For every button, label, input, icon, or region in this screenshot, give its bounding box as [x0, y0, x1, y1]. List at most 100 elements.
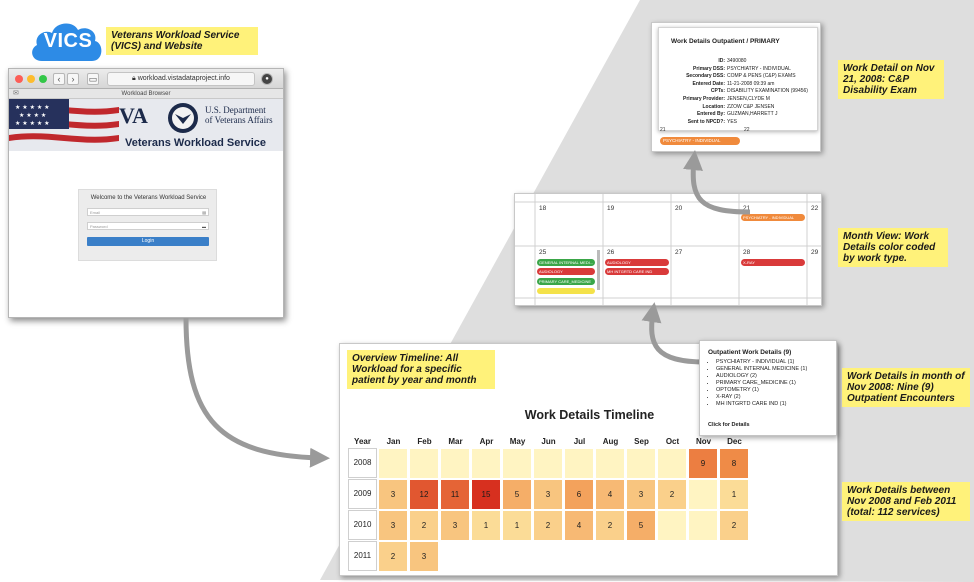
- email-field[interactable]: Email ▤: [87, 208, 209, 216]
- heatmap-cell[interactable]: 1: [502, 510, 532, 541]
- day-number: 25: [539, 249, 547, 256]
- heatmap-cell[interactable]: 8: [719, 448, 749, 479]
- back-icon[interactable]: ‹: [53, 73, 65, 85]
- extension-icon[interactable]: ●: [261, 73, 273, 85]
- month-header: Feb: [417, 437, 432, 446]
- flag-banner-image: ★ ★ ★ ★ ★ ★ ★ ★ ★ ★ ★ ★ ★ ★: [9, 99, 283, 151]
- heatmap-cell[interactable]: 3: [440, 510, 470, 541]
- heatmap-cell[interactable]: [533, 448, 563, 479]
- popup-field-label: Secondary DSS:: [686, 73, 725, 80]
- heatmap-cell[interactable]: 4: [564, 510, 594, 541]
- heatmap-cell[interactable]: [657, 510, 687, 541]
- heatmap-cell[interactable]: [409, 448, 439, 479]
- heatmap-cell[interactable]: 1: [719, 479, 749, 510]
- forward-icon[interactable]: ›: [67, 73, 79, 85]
- day-number: 27: [675, 249, 683, 256]
- work-detail-panel: Work Details Outpatient / PRIMARY ID: 349…: [651, 22, 821, 152]
- key-icon: ▬: [202, 224, 206, 229]
- heatmap-cell[interactable]: [595, 448, 625, 479]
- heatmap-cell[interactable]: 3: [409, 541, 439, 572]
- work-pill[interactable]: MH INTGRTD CARE IND: [605, 268, 669, 275]
- month-grid: [515, 194, 821, 305]
- popup-field-value: PSYCHIATRY - INDIVIDUAL: [727, 65, 791, 72]
- heatmap-cell[interactable]: 3: [378, 479, 408, 510]
- popup-field-label: Primary DSS:: [693, 65, 725, 72]
- popup-field-label: Sent to NPCD?:: [687, 118, 725, 125]
- tooltip-item: GENERAL INTERNAL MEDICINE (1): [716, 366, 836, 373]
- heatmap-cell[interactable]: [626, 448, 656, 479]
- work-pill-partial[interactable]: [537, 288, 595, 294]
- heatmap-cell[interactable]: [657, 448, 687, 479]
- month-header: Dec: [727, 437, 742, 446]
- popup-field-value: DISABILITY EXAMINATION (99456): [727, 88, 808, 95]
- url-bar[interactable]: 🔒︎ workload.vistadataproject.info: [107, 72, 255, 86]
- work-pill[interactable]: X-RAY: [741, 259, 805, 266]
- url-text: workload.vistadataproject.info: [137, 75, 230, 82]
- heatmap-cell[interactable]: 15: [471, 479, 501, 510]
- password-field[interactable]: Password ▬: [87, 222, 209, 230]
- minimize-window-button[interactable]: [27, 75, 35, 83]
- close-window-button[interactable]: [15, 75, 23, 83]
- sidebar-icon[interactable]: ▭: [87, 73, 99, 85]
- heatmap-cell[interactable]: 3: [378, 510, 408, 541]
- mail-icon[interactable]: ✉: [13, 90, 19, 97]
- day-number: 28: [743, 249, 751, 256]
- heatmap-cell[interactable]: [688, 510, 718, 541]
- day-number: 21: [660, 127, 666, 133]
- heatmap-cell[interactable]: [378, 448, 408, 479]
- work-pill[interactable]: AUDIOLOGY: [605, 259, 669, 266]
- browser-tab[interactable]: ✉ Workload Browser: [9, 89, 283, 99]
- work-pill[interactable]: GENERAL INTERNAL MEDI...: [537, 259, 595, 266]
- popup-field-value: GUZMAN,HARRETT J: [727, 111, 778, 118]
- heatmap-cell[interactable]: 2: [378, 541, 408, 572]
- day-number: 18: [539, 205, 547, 212]
- scrollbar[interactable]: [597, 250, 600, 290]
- heatmap-cell[interactable]: 2: [533, 510, 563, 541]
- work-pill[interactable]: AUDIOLOGY: [537, 268, 595, 275]
- svg-text:★ ★ ★ ★ ★: ★ ★ ★ ★ ★: [15, 104, 50, 111]
- heatmap-cell[interactable]: [471, 448, 501, 479]
- heatmap-cell[interactable]: 9: [688, 448, 718, 479]
- service-title: Veterans Workload Service: [125, 137, 267, 149]
- heatmap-cell[interactable]: 5: [502, 479, 532, 510]
- heatmap-cell[interactable]: 3: [533, 479, 563, 510]
- heatmap-cell[interactable]: 2: [657, 479, 687, 510]
- heatmap-cell[interactable]: 6: [564, 479, 594, 510]
- popup-field-label: Primary Provider:: [683, 96, 725, 102]
- popup-field-value: COMP & PENS (C&P) EXAMS: [727, 73, 796, 80]
- day-number: 22: [744, 127, 750, 133]
- heatmap-cell[interactable]: 5: [626, 510, 656, 541]
- heatmap-cell[interactable]: [564, 448, 594, 479]
- heatmap-cell[interactable]: 2: [719, 510, 749, 541]
- chart-title: Work Details Timeline: [524, 408, 655, 422]
- month-header: Sep: [634, 437, 649, 446]
- heatmap-cell[interactable]: 4: [595, 479, 625, 510]
- heatmap-cell[interactable]: [502, 448, 532, 479]
- heatmap-cell[interactable]: 11: [440, 479, 470, 510]
- note-between: Work Details between Nov 2008 and Feb 20…: [842, 482, 970, 521]
- year-label: 2008: [348, 448, 377, 478]
- heatmap-cell[interactable]: [688, 479, 718, 510]
- tooltip-footer[interactable]: Click for Details: [708, 422, 750, 428]
- heatmap-cell[interactable]: 12: [409, 479, 439, 510]
- popup-field-value: YES: [727, 118, 738, 125]
- heatmap-cell[interactable]: 2: [595, 510, 625, 541]
- month-header: Aug: [602, 437, 619, 446]
- heatmap-cell[interactable]: [440, 448, 470, 479]
- login-button[interactable]: Login: [87, 237, 209, 246]
- month-view-panel: 18 19 20 21 22 25 26 27 28 29 PSYCHIATRY…: [514, 193, 822, 306]
- note-month-count: Work Details in month of Nov 2008: Nine …: [842, 368, 970, 407]
- month-header: Jun: [541, 437, 556, 446]
- tooltip-list: PSYCHIATRY - INDIVIDUAL (1) GENERAL INTE…: [716, 359, 836, 408]
- popup-field-label: ID:: [718, 58, 725, 64]
- heatmap-cell[interactable]: 1: [471, 510, 501, 541]
- work-pill[interactable]: PRIMARY CARE_MEDICINE: [537, 278, 595, 285]
- heatmap-cell[interactable]: 3: [626, 479, 656, 510]
- heatmap-cell[interactable]: 2: [409, 510, 439, 541]
- work-pill-psychiatry[interactable]: PSYCHIATRY - INDIVIDUAL: [660, 137, 740, 145]
- work-pill[interactable]: PSYCHIATRY - INDIVIDUAL: [741, 214, 805, 221]
- work-detail-popup: Work Details Outpatient / PRIMARY ID: 349…: [658, 27, 818, 131]
- year-label: 2011: [348, 541, 377, 571]
- maximize-window-button[interactable]: [39, 75, 47, 83]
